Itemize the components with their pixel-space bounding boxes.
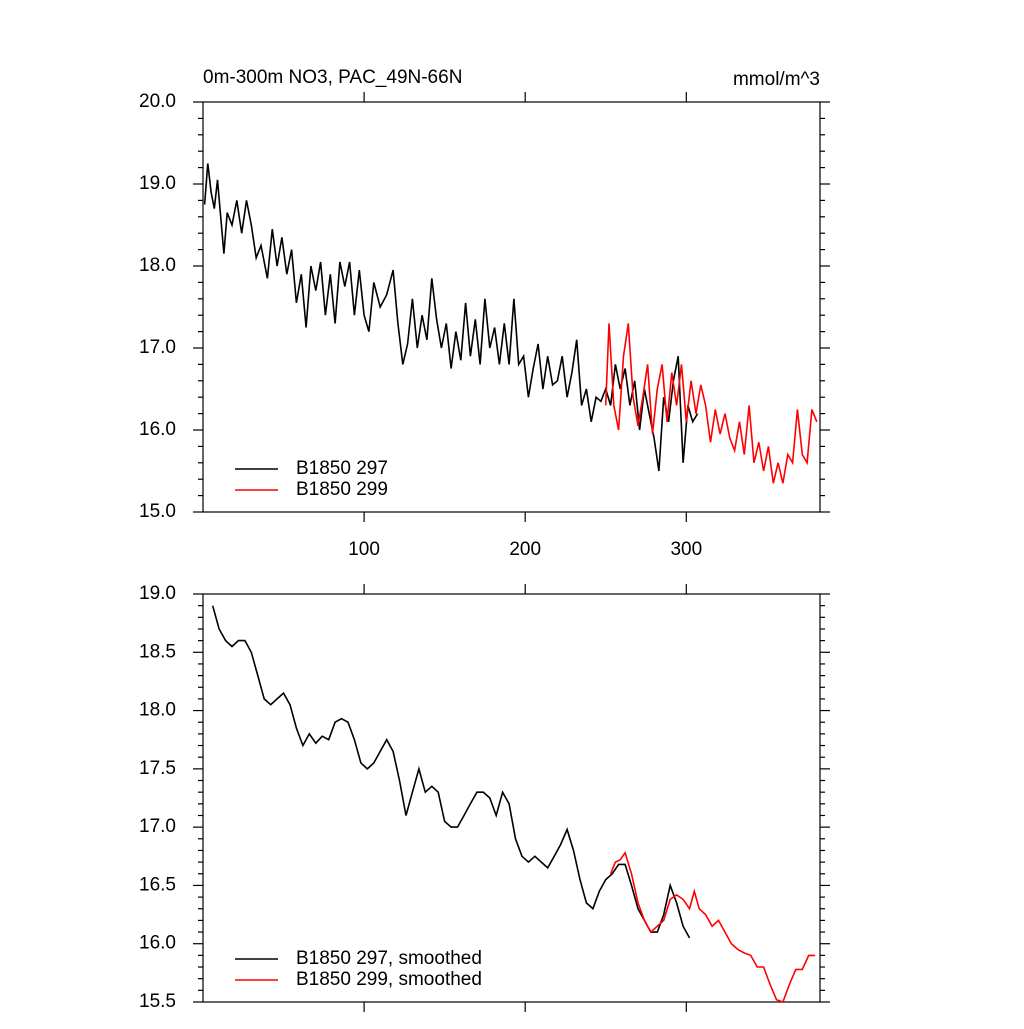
series-line	[609, 850, 816, 1004]
x-tick-label: 300	[670, 539, 702, 560]
y-tick-label: 15.5	[139, 991, 176, 1012]
series-line	[203, 163, 699, 472]
legend-label: B1850 299	[296, 479, 388, 500]
x-tick-label: 100	[348, 539, 380, 560]
y-tick-label: 19.0	[139, 583, 176, 604]
plot-frame	[202, 593, 821, 1003]
y-tick-label: 17.5	[139, 758, 176, 779]
panel: 15.5 16.0 16.5 17.0 17.5 18.0 18.5 19.0	[139, 583, 830, 1012]
y-tick-label: 19.0	[139, 173, 176, 194]
y-tick-label: 16.0	[139, 933, 176, 954]
legend-label: B1850 297, smoothed	[296, 948, 482, 969]
series-line	[604, 323, 818, 484]
legend-label: B1850 299, smoothed	[296, 969, 482, 990]
x-tick-label: 200	[509, 539, 541, 560]
plot-frame	[202, 101, 821, 513]
y-tick-label: 20.0	[139, 91, 176, 112]
y-tick-label: 18.0	[139, 255, 176, 276]
units-label: mmol/m^3	[733, 69, 820, 90]
y-tick-label: 17.0	[139, 816, 176, 837]
panel: 0m-300m NO3, PAC_49N-66N mmol/m^3 15.0 16.0…	[139, 67, 830, 560]
y-tick-label: 16.5	[139, 874, 176, 895]
y-tick-label: 18.5	[139, 641, 176, 662]
y-tick-label: 15.0	[139, 501, 176, 522]
y-tick-label: 17.0	[139, 337, 176, 358]
y-tick-label: 18.0	[139, 700, 176, 721]
y-tick-label: 16.0	[139, 419, 176, 440]
chart-title: 0m-300m NO3, PAC_49N-66N	[203, 67, 462, 88]
legend-label: B1850 297	[296, 458, 388, 479]
series-line	[211, 605, 691, 939]
